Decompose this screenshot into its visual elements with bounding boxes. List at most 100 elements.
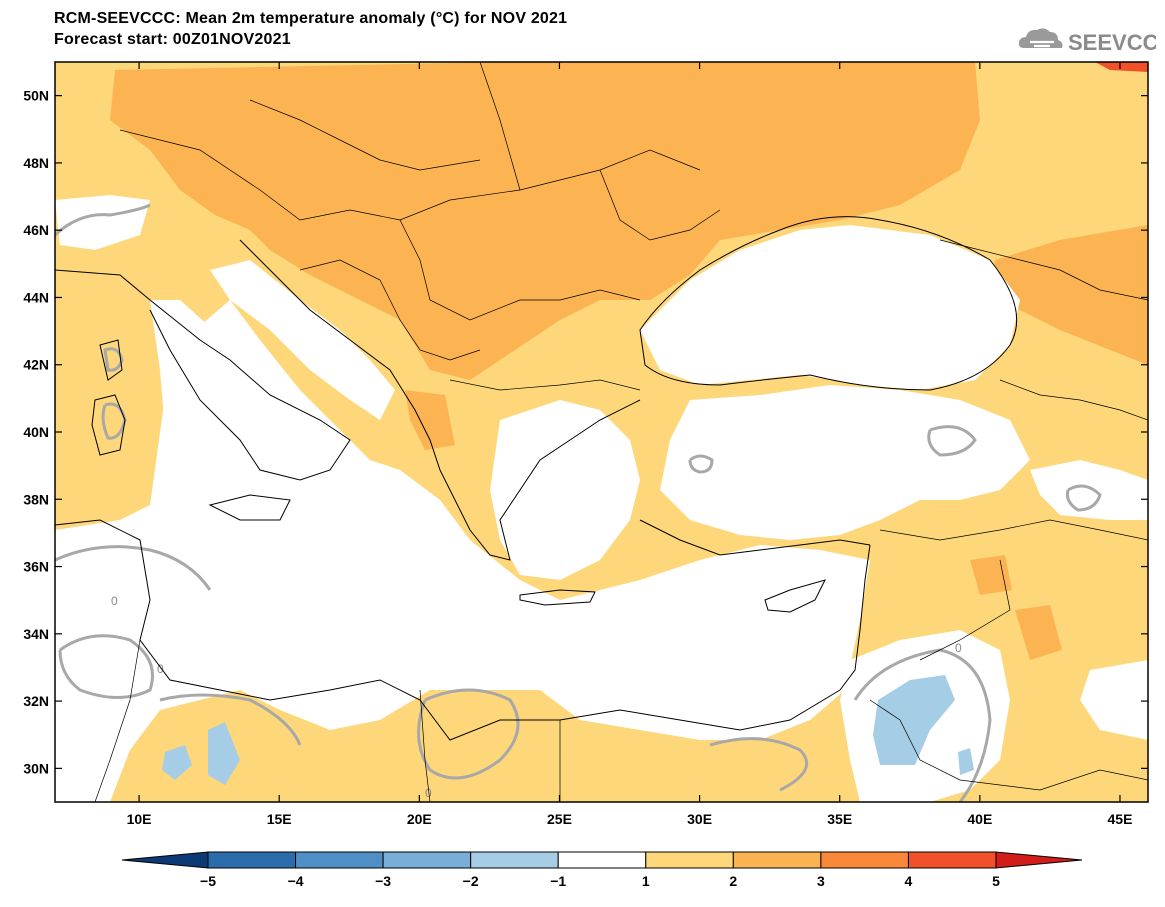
border-line (449, 379, 641, 391)
contour-line (58, 634, 154, 699)
lat-tick-label: 32N (23, 693, 49, 709)
anomaly-zone-egypt (540, 750, 830, 802)
neutral-zone-adriatic-med (55, 195, 150, 250)
zero-contours (55, 203, 1102, 802)
lon-tick-label: 10E (127, 811, 152, 827)
coastline-north-africa (55, 519, 841, 741)
contour-label: 0 (955, 641, 962, 655)
cool-zone-jordan (873, 675, 955, 765)
cool-zone-saudi (958, 748, 974, 775)
neutral-zone-aegean (490, 400, 640, 580)
contour-line (55, 545, 212, 591)
contour-line (1066, 484, 1102, 512)
colorbar-label: −3 (375, 873, 391, 889)
colorbar-label: −2 (463, 873, 479, 889)
colorbar-swatch (382, 851, 472, 869)
neutral-zone-anatolia (660, 385, 1030, 540)
colorbar-swatch (295, 851, 384, 869)
colorbar-swatch (732, 851, 822, 869)
border-line (879, 519, 1148, 541)
lat-tick-label: 40N (23, 424, 49, 440)
contour-line (709, 737, 809, 792)
colorbar-label: 1 (642, 873, 650, 889)
colorbar-label: 4 (905, 873, 913, 889)
colorbar-max-arrow (995, 851, 1083, 869)
lat-tick-label: 42N (23, 357, 49, 373)
lat-tick-label: 48N (23, 155, 49, 171)
anomaly-zone-libya (270, 760, 350, 802)
latitude-axis: 30N 32N 34N 36N 38N 40N 42N 44N 46N 48N 50N (23, 88, 1148, 776)
cool-zone-libya-2 (208, 722, 240, 785)
colorbar-label: −1 (550, 873, 566, 889)
contour-line (101, 402, 127, 440)
anomaly-zone-iraq (1015, 605, 1062, 660)
contour-line (688, 454, 714, 474)
cool-zone-libya-1 (162, 745, 192, 780)
forecast-start-label: Forecast start: 00Z01NOV2021 (54, 31, 291, 48)
country-borders (94, 62, 1148, 802)
colorbar-swatch (907, 851, 997, 869)
lat-tick-label: 44N (23, 289, 49, 305)
anomaly-zone-central-europe (110, 62, 980, 380)
border-line (249, 99, 481, 171)
contour-label: 0 (425, 786, 432, 800)
contour-line (159, 693, 302, 746)
lat-tick-label: 36N (23, 559, 49, 575)
contour-line (55, 203, 151, 237)
lon-tick-label: 40E (967, 811, 992, 827)
neutral-zone-italy-west (150, 300, 320, 500)
lon-tick-label: 35E (827, 811, 852, 827)
lat-tick-label: 38N (23, 491, 49, 507)
colorbar-label: −5 (200, 873, 216, 889)
anomaly-field: 0 0 0 0 (55, 62, 1148, 802)
anomaly-zone-north-edge (1095, 62, 1148, 72)
neutral-zone-east-anatolia (1030, 460, 1148, 520)
coastline-sardinia (91, 394, 126, 456)
neutral-zone-black-sea (640, 225, 1020, 390)
coastline-black-sea (639, 216, 1018, 391)
border-line (479, 62, 521, 191)
longitude-axis: 10E 15E 20E 25E 30E 35E 40E 45E (127, 62, 1133, 827)
colorbar-swatch (207, 851, 297, 869)
lon-tick-label: 30E (687, 811, 712, 827)
colorbar-swatch (645, 851, 734, 869)
lon-tick-label: 20E (407, 811, 432, 827)
anomaly-zone-caucasus (990, 225, 1148, 365)
neutral-zone-east-south (1080, 660, 1148, 740)
colorbar-min-arrow (121, 851, 209, 869)
lon-tick-label: 15E (267, 811, 292, 827)
lat-tick-label: 30N (23, 760, 49, 776)
colorbar: −5 −4 −3 −2 −1 1 2 3 4 5 (121, 851, 1083, 889)
lat-tick-label: 34N (23, 626, 49, 642)
border-line (939, 239, 1148, 301)
border-line (999, 379, 1148, 421)
colorbar-label: 2 (729, 873, 737, 889)
contour-line (103, 347, 124, 372)
border-line (94, 639, 141, 802)
coastline-corsica (99, 339, 123, 381)
contour-label: 0 (157, 662, 164, 676)
anomaly-zone-syria (970, 555, 1012, 595)
coastlines (55, 216, 1018, 741)
coastline-levant (839, 544, 871, 691)
lat-tick-label: 50N (23, 88, 49, 104)
border-line (299, 259, 481, 361)
coastline-crete (519, 589, 596, 606)
border-line (869, 699, 1148, 791)
coastline-cyprus (764, 579, 826, 613)
anomaly-zone-balkan-south (405, 390, 455, 450)
colorbar-label: −4 (288, 873, 304, 889)
border-line (419, 689, 431, 802)
lon-tick-label: 25E (547, 811, 572, 827)
border-line (399, 219, 641, 321)
contour-line (417, 688, 520, 780)
colorbar-label: 3 (817, 873, 825, 889)
colorbar-swatch (820, 851, 909, 869)
lon-tick-label: 45E (1108, 811, 1133, 827)
contour-label: 0 (111, 594, 118, 608)
map-title: RCM-SEEVCCC: Mean 2m temperature anomaly… (54, 10, 568, 27)
cloud-icon (1018, 28, 1063, 48)
contour-line (927, 425, 977, 457)
lat-tick-label: 46N (23, 222, 49, 238)
